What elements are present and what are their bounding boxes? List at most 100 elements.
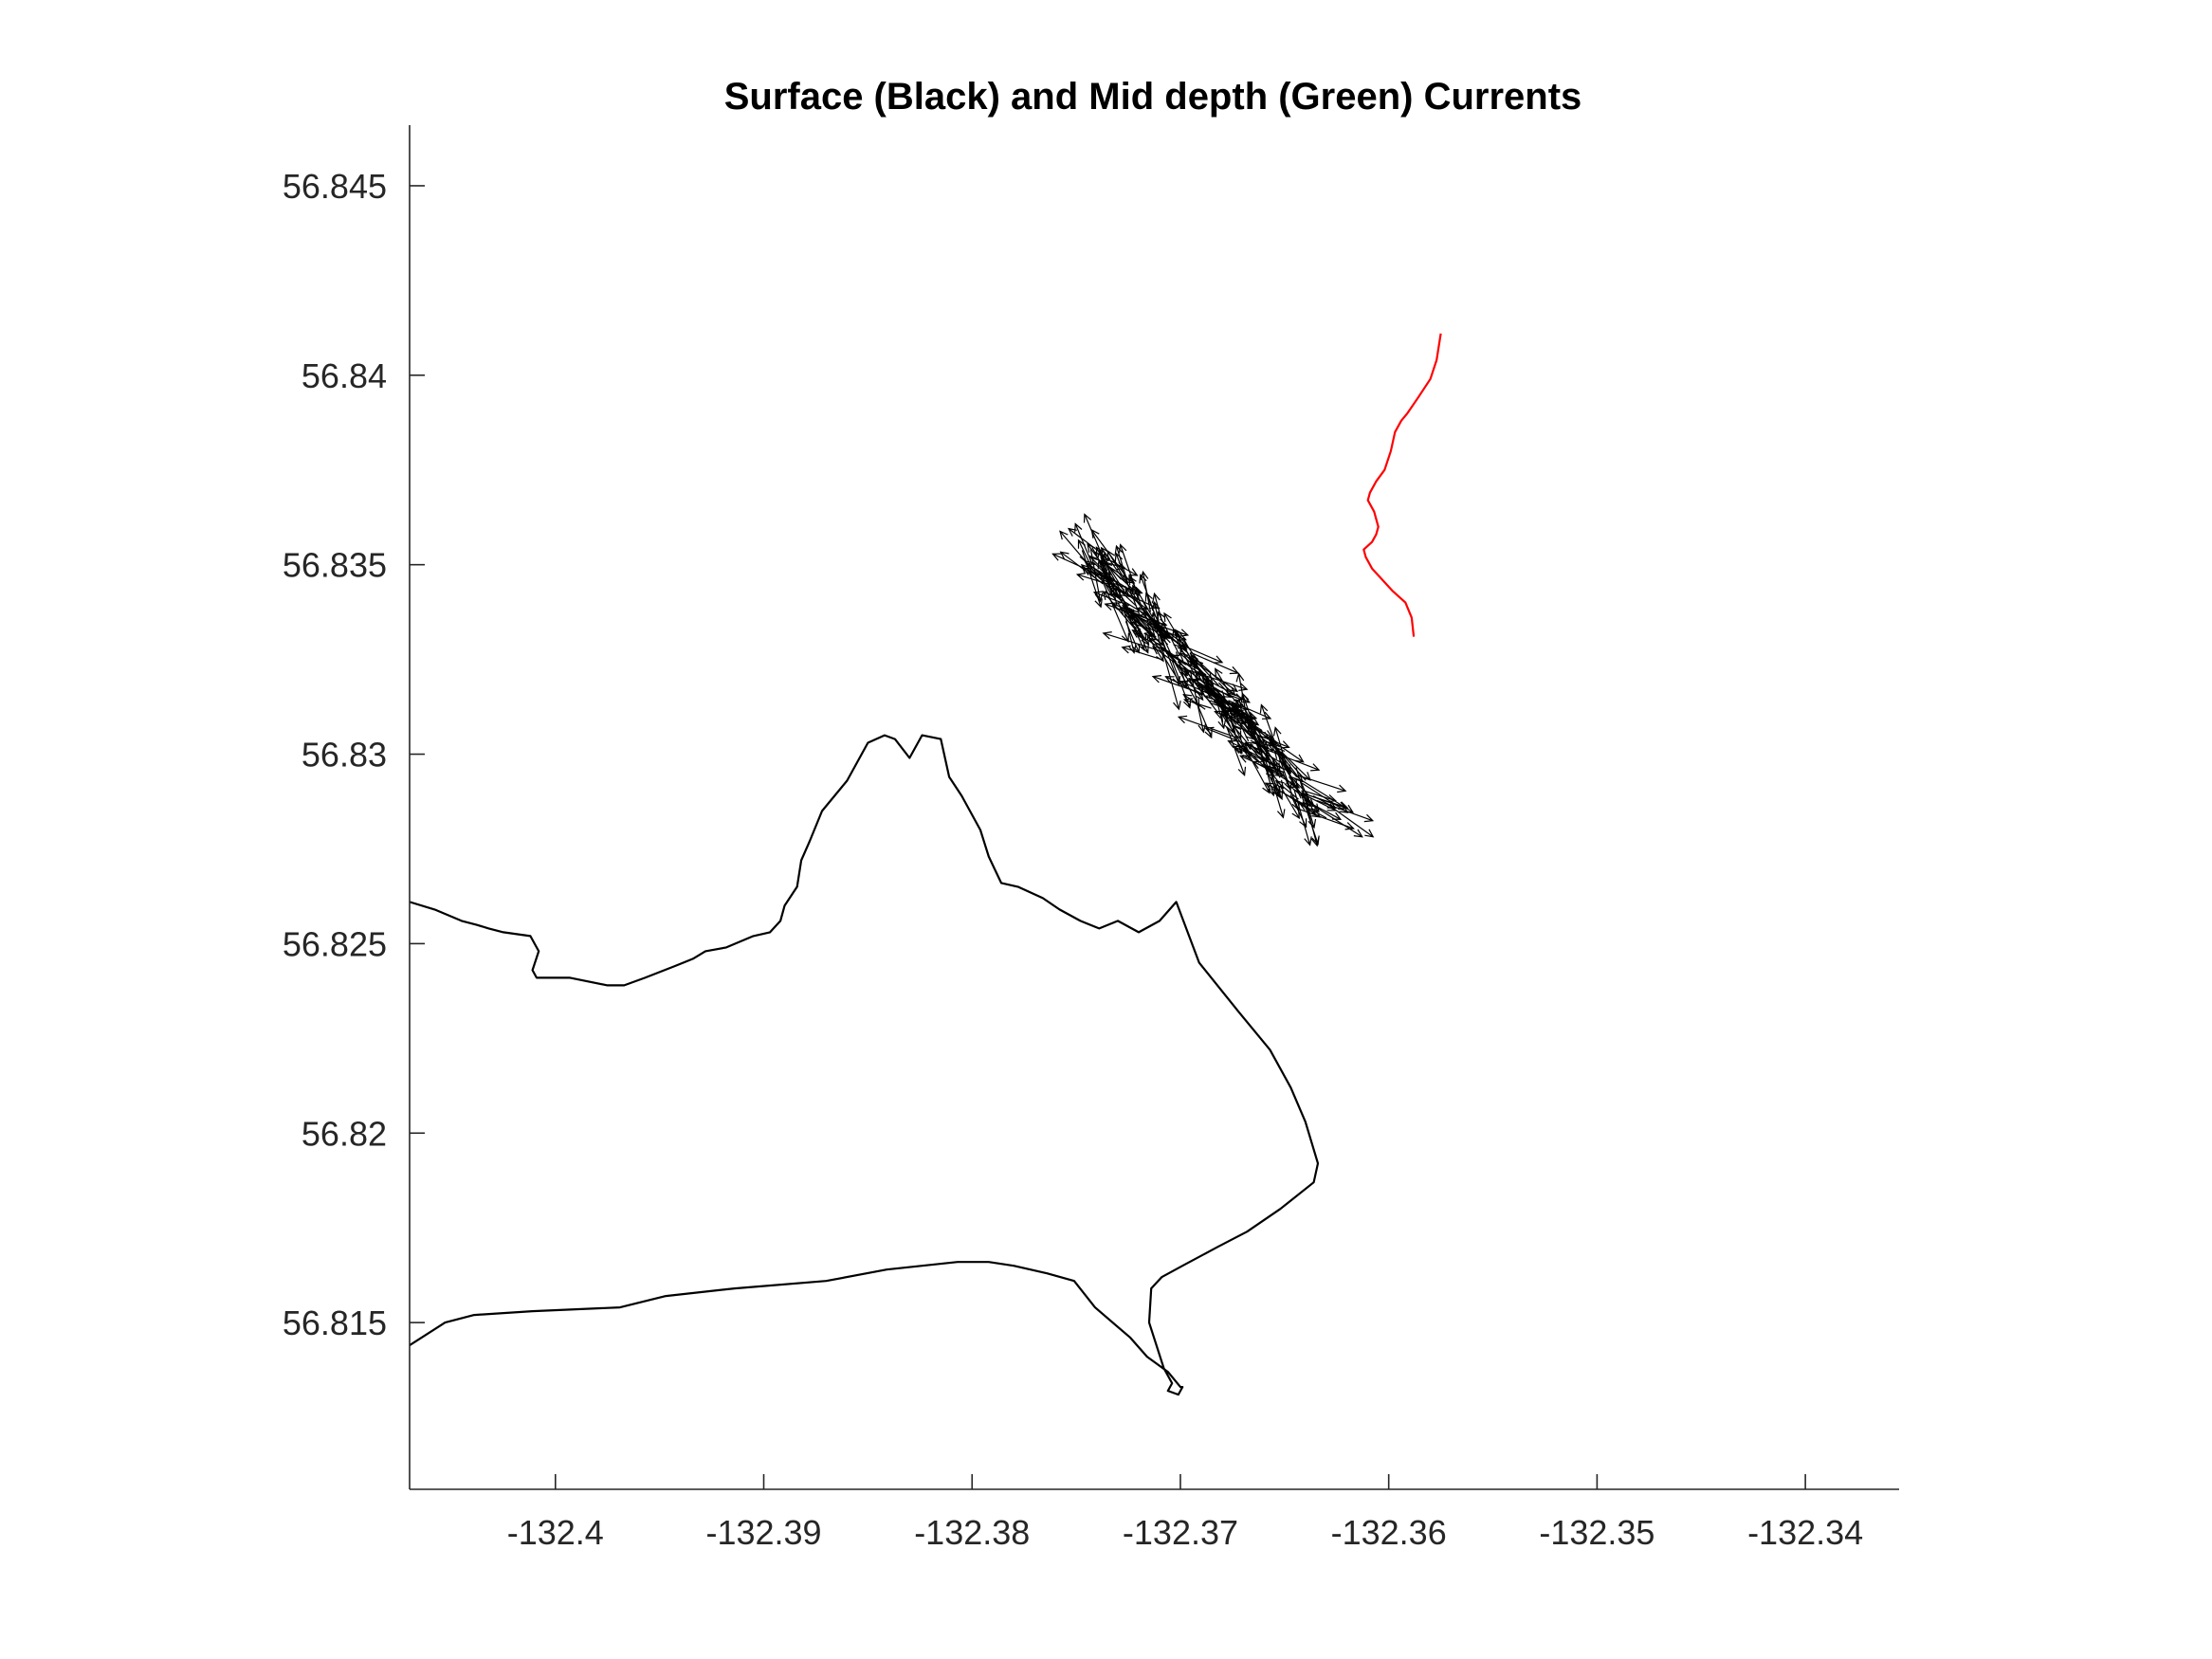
quiver-arrow-head [1217,720,1227,730]
quiver-arrow-head [1173,700,1181,711]
quiver-arrow-shaft [1099,574,1113,596]
quiver-arrows [1051,513,1375,848]
quiver-arrow-shaft [1304,799,1342,820]
y-tick-label: 56.815 [283,1304,387,1342]
quiver-arrow-shaft [1301,782,1348,813]
quiver-arrow-head [1182,698,1194,706]
quiver-arrow-head [1259,703,1269,714]
quiver-arrow-head [1173,638,1182,648]
quiver-arrow-shaft [1153,602,1165,647]
quiver-arrow-head [1131,629,1142,638]
quiver-arrow-head [1213,655,1224,664]
quiver-arrow-head [1144,592,1153,602]
quiver-arrow-head [1154,621,1162,631]
quiver-arrow-head [1310,836,1320,848]
quiver-arrow-shaft [1297,775,1346,792]
quiver-arrow-head [1279,751,1288,762]
quiver-arrow-head [1183,668,1193,679]
quiver-arrow-shaft [1224,724,1251,759]
quiver-arrow-shaft [1238,736,1271,793]
quiver-arrow-head [1228,684,1239,693]
quiver-arrow-head [1276,809,1286,819]
quiver-arrow-shaft [1178,716,1237,738]
quiver-arrow-shaft [1120,544,1140,599]
quiver-arrow-head [1051,553,1062,561]
quiver-arrow-shaft [1059,531,1102,579]
quiver-arrow-shaft [1275,780,1299,800]
quiver-arrow-head [1102,591,1112,601]
quiver-arrow-head [1179,646,1188,656]
y-tick-label: 56.825 [283,924,387,963]
quiver-arrow-shaft [1276,747,1307,781]
quiver-arrow-head [1294,754,1305,763]
quiver-arrow-shaft [1300,793,1319,845]
quiver-arrow-shaft [1149,638,1204,677]
quiver-arrow-shaft [1265,782,1306,806]
quiver-arrow-head [1353,829,1363,838]
quiver-arrow-head [1127,644,1137,654]
quiver-arrow-shaft [1290,776,1309,795]
quiver-arrow-shaft [1190,651,1239,674]
quiver-arrow-shaft [1175,629,1206,670]
x-tick-label: -132.39 [705,1513,821,1552]
quiver-arrow-head [1128,575,1137,586]
quiver-arrow-head [1174,629,1183,639]
quiver-arrow-shaft [1279,785,1300,819]
quiver-arrow-shaft [1220,713,1248,753]
quiver-arrow-shaft [1107,586,1141,600]
x-tick-label: -132.38 [914,1513,1030,1552]
quiver-arrow-head [1172,676,1180,686]
x-tick-label: -132.4 [507,1513,604,1552]
quiver-arrow-head [1151,600,1161,611]
quiver-arrow-head [1068,527,1078,537]
quiver-arrow-head [1179,652,1189,662]
quiver-arrow-head [1084,559,1094,570]
quiver-arrow-shaft [1228,739,1283,770]
quiver-arrow-head [1114,544,1124,556]
quiver-arrow-head [1151,675,1162,684]
quiver-arrow-shaft [1068,528,1101,554]
quiver-arrow-head [1110,592,1121,602]
quiver-arrow-head [1231,702,1240,712]
quiver-arrow-shaft [1052,553,1105,578]
quiver-arrow-head [1190,653,1198,664]
x-tick-label: -132.35 [1539,1513,1654,1552]
quiver-arrow-shaft [1254,725,1270,749]
quiver-arrow-shaft [1184,699,1212,709]
quiver-arrow-shaft [1326,803,1374,838]
quiver-arrow-shaft [1115,553,1138,609]
quiver-arrow-shaft [1200,685,1228,714]
quiver-arrow-head [1106,550,1116,560]
quiver-arrow-shaft [1195,660,1219,686]
quiver-arrow-head [1114,552,1124,562]
quiver-arrow-head [1240,692,1250,702]
quiver-arrow-shaft [1179,647,1203,692]
chart-title: Surface (Black) and Mid depth (Green) Cu… [724,76,1582,118]
quiver-arrow-head [1125,587,1135,597]
quiver-arrow-head [1121,632,1129,643]
quiver-arrow-head [1262,784,1271,794]
quiver-arrow-shaft [1228,700,1271,720]
quiver-arrow-shaft [1280,751,1311,781]
quiver-arrow-head [1139,574,1147,584]
quiver-arrow-head [1090,528,1100,539]
quiver-arrow-head [1088,555,1098,565]
quiver-arrow-head [1195,671,1204,682]
quiver-arrow-head [1097,549,1106,559]
quiver-arrow-head [1227,739,1237,749]
quiver-arrow-head [1104,602,1114,611]
y-tick-label: 56.84 [302,356,387,395]
quiver-arrow-shaft [1249,720,1279,775]
quiver-arrow-head [1244,716,1252,726]
quiver-arrow-head [1270,736,1278,746]
quiver-arrow-shaft [1316,799,1374,822]
quiver-arrow-shaft [1179,652,1210,680]
quiver-arrow-shaft [1303,790,1336,802]
quiver-arrow-head [1310,763,1321,772]
quiver-arrow-shaft [1165,676,1202,696]
quiver-arrow-shaft [1234,711,1250,742]
x-tick-label: -132.36 [1331,1513,1447,1552]
y-tick-label: 56.845 [283,167,387,206]
